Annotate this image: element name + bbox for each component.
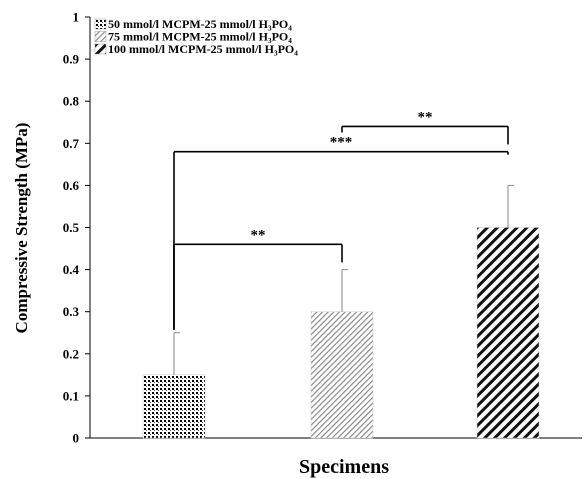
legend-label: 50 mmol/l MCPM-25 mmol/l H₃PO₄	[108, 17, 292, 31]
bar	[310, 311, 374, 439]
legend-swatch	[94, 31, 107, 42]
y-tick-label: 0.9	[63, 52, 80, 67]
significance-label: **	[418, 109, 433, 125]
y-tick-label: 0.6	[63, 178, 80, 193]
y-tick-label: 0.1	[63, 388, 79, 403]
x-axis-label: Specimens	[299, 456, 389, 478]
y-axis-label: Compressive Strength (MPa)	[12, 123, 31, 334]
bar	[142, 374, 206, 439]
axes: 0 0.1 0.2 0.3 0.4 0.5 0.6 0.7 0.8 0.9 1	[63, 10, 582, 446]
significance-brackets: *******	[173, 109, 509, 330]
significance-label: **	[251, 227, 266, 243]
y-tick-label: 0	[73, 431, 80, 446]
legend-label: 75 mmol/l MCPM-25 mmol/l H₃PO₄	[108, 30, 292, 44]
y-tick-label: 0.5	[63, 220, 80, 235]
error-bars	[173, 184, 514, 375]
y-tick-label: 0.7	[63, 136, 80, 151]
bar	[476, 227, 540, 439]
bars	[142, 227, 540, 439]
y-tick-label: 0.4	[63, 262, 80, 277]
legend-swatch	[94, 18, 107, 30]
y-tick-label: 0.2	[63, 346, 79, 361]
legend-swatch	[94, 43, 107, 55]
legend-label: 100 mmol/l MCPM-25 mmol/l H₃PO₄	[108, 42, 298, 56]
y-tick-label: 1	[73, 10, 80, 25]
significance-label: ***	[330, 135, 353, 151]
y-tick-label: 0.3	[63, 304, 80, 319]
y-tick-label: 0.8	[63, 94, 80, 109]
